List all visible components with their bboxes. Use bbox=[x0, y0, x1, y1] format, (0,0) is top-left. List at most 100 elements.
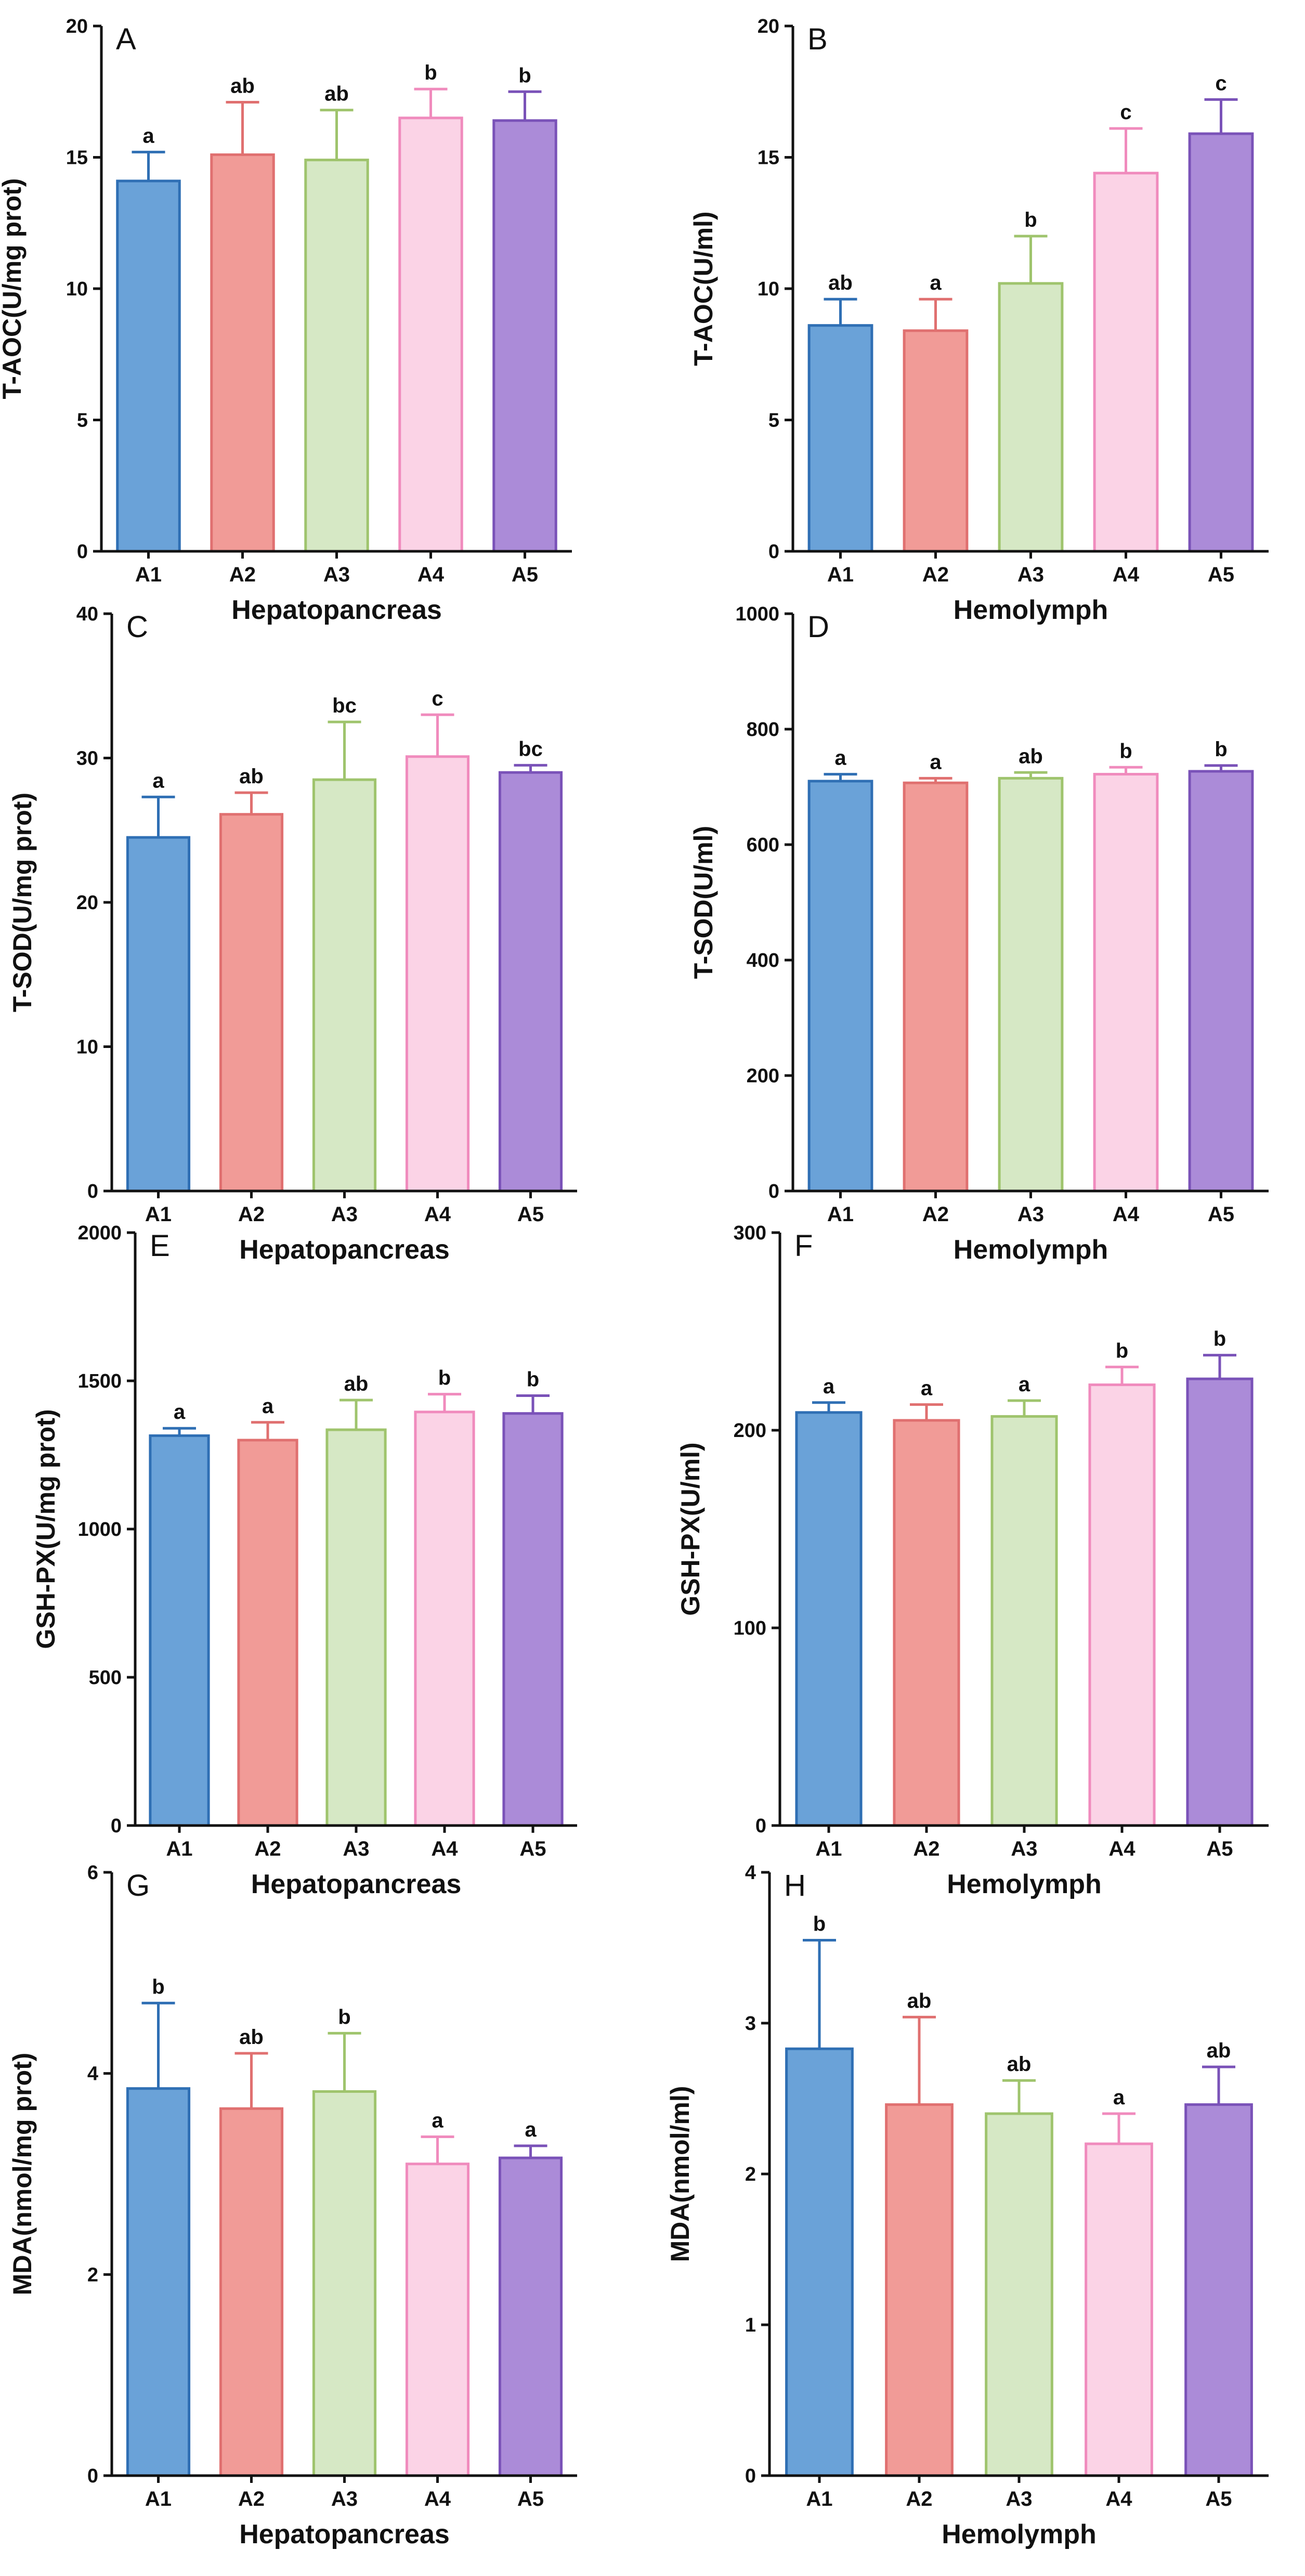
significance-label: ab bbox=[324, 83, 349, 106]
error-bar bbox=[1202, 2065, 1235, 2105]
chart-panel-a: a A1 ab A2 ab A3 b A4 b A5 0 5 10 15 20 A Hepatopancreas… bbox=[0, 16, 572, 625]
category-label: A4 bbox=[431, 1837, 458, 1860]
bar-c-a5 bbox=[498, 771, 563, 1193]
x-axis-title: Hepatopancreas bbox=[231, 595, 442, 625]
bar-b-a2 bbox=[903, 329, 969, 553]
bar-b-a1 bbox=[807, 324, 873, 553]
category-label: A1 bbox=[145, 1203, 172, 1226]
category-label: A4 bbox=[417, 563, 445, 586]
y-tick-label: 2 bbox=[745, 2164, 756, 2185]
error-bar bbox=[824, 773, 857, 781]
bar-f-a1 bbox=[795, 1411, 863, 1827]
error-bar bbox=[1008, 1399, 1041, 1417]
chart-panel-h: b A1 ab A2 ab A3 a A4 ab A5 0 1 2 3 4 H Hemolymph MDA(nmo… bbox=[665, 1862, 1269, 2549]
bar-e-a1 bbox=[149, 1434, 210, 1827]
bar-a-a3 bbox=[304, 159, 369, 553]
category-label: A3 bbox=[343, 1837, 369, 1860]
y-axis-title: GSH-PX(U/ml) bbox=[676, 1442, 705, 1615]
significance-label: bc bbox=[332, 694, 357, 717]
y-tick-label: 3 bbox=[745, 2013, 756, 2035]
bar-e-a3 bbox=[325, 1428, 387, 1827]
chart-panel-d: a A1 a A2 ab A3 b A4 b A5 0 200 400 600 800 1000 D Hemoly… bbox=[689, 603, 1269, 1265]
significance-label: b bbox=[1213, 1328, 1226, 1351]
bar-a-a5 bbox=[492, 119, 557, 553]
significance-label: a bbox=[930, 271, 942, 294]
y-tick-label: 400 bbox=[747, 950, 779, 972]
significance-label: a bbox=[1113, 2086, 1125, 2109]
panel-letter: H bbox=[784, 1869, 806, 1902]
significance-label: ab bbox=[828, 271, 853, 294]
significance-label: ab bbox=[1019, 745, 1043, 768]
bar-c-a4 bbox=[405, 755, 470, 1193]
y-tick-label: 0 bbox=[768, 541, 779, 563]
category-label: A2 bbox=[922, 563, 949, 586]
significance-label: ab bbox=[344, 1373, 369, 1395]
significance-label: ab bbox=[1207, 2039, 1231, 2062]
y-axis-title: MDA(nmol/mg prot) bbox=[8, 2053, 37, 2296]
y-tick-label: 0 bbox=[768, 1181, 779, 1202]
significance-label: a bbox=[142, 124, 154, 147]
y-tick-label: 0 bbox=[755, 1815, 766, 1837]
significance-label: a bbox=[525, 2118, 537, 2141]
x-axis-title: Hemolymph bbox=[947, 1869, 1102, 1899]
y-tick-label: 30 bbox=[76, 748, 98, 770]
bar-g-a5 bbox=[498, 2156, 563, 2477]
error-bar bbox=[141, 2001, 175, 2089]
error-bar bbox=[414, 87, 448, 118]
error-bar bbox=[340, 1399, 373, 1430]
significance-label: ab bbox=[239, 2026, 264, 2049]
y-tick-label: 500 bbox=[89, 1667, 122, 1689]
bar-b-a4 bbox=[1093, 172, 1159, 553]
y-tick-label: 0 bbox=[87, 2465, 98, 2487]
significance-label: c bbox=[1120, 101, 1131, 124]
x-axis-title: Hemolymph bbox=[954, 595, 1108, 625]
significance-label: a bbox=[262, 1395, 274, 1418]
y-axis-title: T-AOC(U/mg prot) bbox=[0, 178, 27, 399]
x-axis-title: Hepatopancreas bbox=[239, 2519, 450, 2549]
error-bar bbox=[163, 1427, 196, 1436]
y-tick-label: 15 bbox=[758, 147, 779, 169]
y-tick-label: 15 bbox=[66, 147, 88, 169]
bar-f-a5 bbox=[1186, 1377, 1254, 1827]
error-bar bbox=[1002, 2079, 1036, 2114]
bar-g-a1 bbox=[126, 2087, 191, 2477]
bar-f-a3 bbox=[990, 1415, 1058, 1827]
category-label: A5 bbox=[519, 1837, 546, 1860]
bar-c-a2 bbox=[219, 813, 284, 1193]
significance-label: b bbox=[1215, 738, 1227, 761]
bar-c-a3 bbox=[312, 778, 377, 1193]
y-tick-label: 1000 bbox=[735, 603, 779, 625]
error-bar bbox=[514, 763, 547, 773]
category-label: A2 bbox=[229, 563, 256, 586]
y-axis-title: MDA(nmol/ml) bbox=[665, 2086, 695, 2262]
significance-label: b bbox=[1119, 740, 1132, 762]
category-label: A4 bbox=[1113, 1203, 1140, 1226]
category-label: A5 bbox=[1208, 1203, 1234, 1226]
y-tick-label: 10 bbox=[76, 1037, 98, 1058]
error-bar bbox=[234, 791, 268, 814]
panel-letter: C bbox=[126, 610, 148, 644]
significance-label: c bbox=[432, 687, 443, 710]
y-tick-label: 100 bbox=[734, 1617, 766, 1639]
y-tick-label: 5 bbox=[768, 410, 779, 432]
significance-label: b bbox=[813, 1913, 826, 1936]
significance-label: b bbox=[152, 1975, 164, 1998]
panel-letter: F bbox=[794, 1229, 813, 1263]
y-tick-label: 4 bbox=[87, 2063, 98, 2085]
bar-h-a4 bbox=[1085, 2142, 1153, 2477]
bar-e-a5 bbox=[502, 1412, 564, 1827]
y-tick-label: 20 bbox=[758, 16, 779, 37]
panel-letter: G bbox=[126, 1869, 150, 1902]
y-tick-label: 2 bbox=[87, 2264, 98, 2286]
bar-h-a3 bbox=[985, 2112, 1053, 2477]
significance-label: b bbox=[518, 64, 531, 87]
error-bar bbox=[508, 90, 542, 121]
significance-label: a bbox=[834, 747, 846, 770]
y-tick-label: 1500 bbox=[77, 1370, 122, 1392]
x-axis-title: Hemolymph bbox=[942, 2519, 1097, 2549]
category-label: A4 bbox=[1113, 563, 1140, 586]
significance-label: a bbox=[432, 2109, 443, 2132]
y-tick-label: 20 bbox=[66, 16, 88, 37]
significance-label: b bbox=[424, 61, 437, 84]
error-bar bbox=[919, 776, 952, 783]
